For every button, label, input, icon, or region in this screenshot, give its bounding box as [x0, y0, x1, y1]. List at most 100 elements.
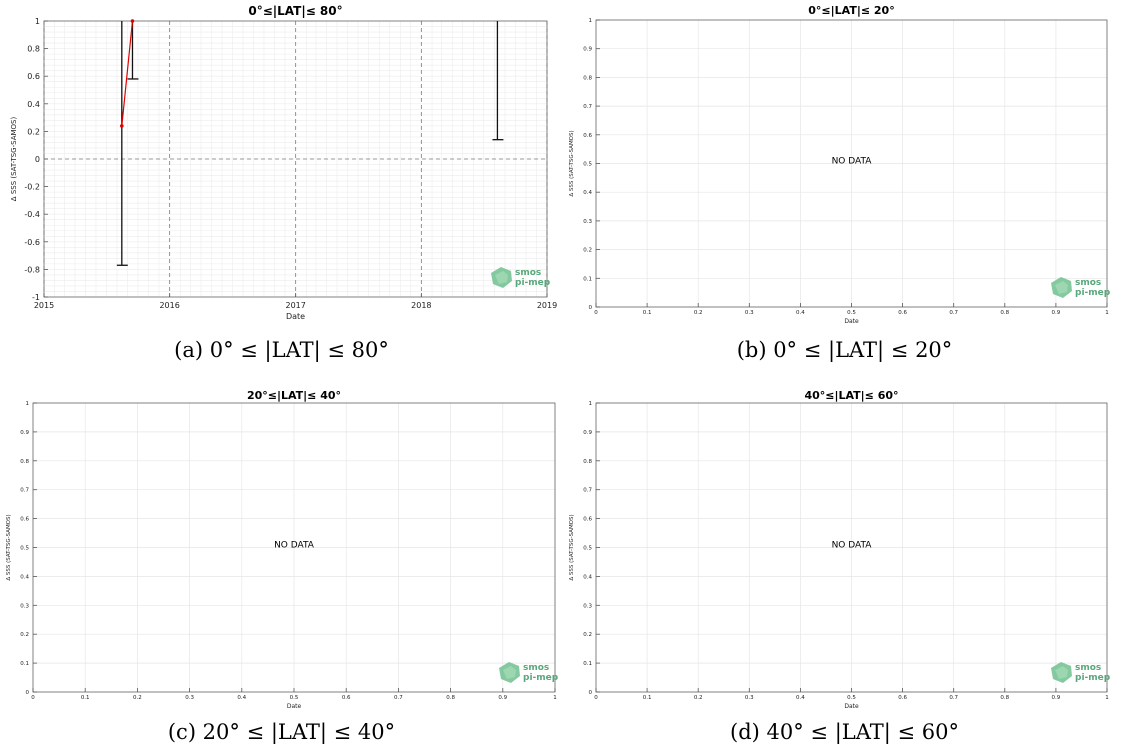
x-tick-label: 0.7 — [949, 310, 958, 316]
x-tick-label: 0.9 — [1052, 310, 1061, 316]
error-bar — [492, 21, 504, 141]
x-tick-label: 2017 — [285, 301, 305, 310]
x-tick-label: 0.3 — [745, 695, 754, 701]
x-tick-label: 0.8 — [446, 695, 455, 701]
y-tick-label: 0.5 — [583, 546, 592, 552]
x-tick-label: 1 — [553, 695, 557, 701]
y-tick-label: -0.2 — [24, 183, 40, 192]
y-tick-label: 0.2 — [27, 127, 40, 136]
y-tick-label: -1 — [32, 293, 40, 302]
caption-b: (b) 0° ≤ |LAT| ≤ 20° — [736, 338, 953, 362]
chart-title: 0°≤|LAT|≤ 80° — [248, 4, 342, 18]
y-tick-label: 0.1 — [20, 661, 29, 667]
chart-panel-c: 0 0.1 0.2 0.3 0.4 0.5 0.6 0.7 0.8 0.9 1 0 0.1 0.2 0.3 0… — [6, 389, 559, 710]
x-tick-label: 0.9 — [1052, 695, 1061, 701]
y-tick-label: 0.5 — [20, 546, 29, 552]
chart-title: 20°≤|LAT|≤ 40° — [247, 389, 341, 402]
y-tick-label: 0.2 — [583, 248, 592, 254]
logo-text: pi-mep — [515, 278, 551, 288]
y-tick-label: 0 — [589, 305, 593, 311]
x-tick-label: 1 — [1105, 695, 1109, 701]
x-axis-label: Date — [286, 312, 305, 321]
no-data-message: NO DATA — [832, 541, 873, 551]
y-tick-label: 0.3 — [583, 219, 592, 225]
y-tick-label: 0.6 — [20, 517, 29, 523]
x-tick-label: 2019 — [537, 301, 557, 310]
y-tick-label: 0.6 — [27, 72, 40, 81]
y-tick-label: -0.6 — [24, 238, 40, 247]
y-tick-label: 0 — [35, 155, 40, 164]
caption-c: (c) 20° ≤ |LAT| ≤ 40° — [167, 720, 396, 744]
x-tick-label: 0.7 — [949, 695, 958, 701]
caption-d: (d) 40° ≤ |LAT| ≤ 60° — [730, 720, 959, 744]
no-data-message: NO DATA — [274, 541, 315, 551]
data-point — [120, 124, 124, 128]
logo-text: pi-mep — [523, 673, 559, 683]
y-tick-label: 0.4 — [27, 100, 40, 109]
y-axis-label: Δ SSS (SAT-TSG-SAMOS) — [569, 514, 575, 580]
y-tick-label: 0 — [26, 690, 30, 696]
y-tick-label: -0.4 — [24, 210, 40, 219]
logo-text: smos — [1075, 663, 1101, 673]
chart-panel-d: 0 0.1 0.2 0.3 0.4 0.5 0.6 0.7 0.8 0.9 1 0 0.1 0.2 0.3 0… — [569, 389, 1111, 710]
x-axis-label: Date — [844, 703, 859, 710]
y-tick-label: 0.6 — [583, 133, 592, 139]
logo-text: smos — [1075, 278, 1101, 288]
y-tick-label: 0.4 — [583, 574, 592, 580]
x-tick-label: 0.2 — [694, 695, 703, 701]
y-tick-label: 0.8 — [27, 45, 40, 54]
y-tick-label: 0.8 — [583, 459, 592, 465]
y-tick-label: 0.1 — [583, 661, 592, 667]
x-tick-label: 0.2 — [694, 310, 703, 316]
logo-shape-inner-icon — [1055, 666, 1068, 679]
x-tick-label: 0.6 — [342, 695, 351, 701]
y-tick-label: 1 — [589, 18, 593, 24]
y-tick-label: 0.1 — [583, 276, 592, 282]
x-tick-label: 0.3 — [185, 695, 194, 701]
logo-text: smos — [515, 268, 541, 278]
y-tick-label: 0.3 — [20, 603, 29, 609]
x-tick-label: 0 — [594, 310, 598, 316]
error-bar — [127, 21, 139, 80]
y-tick-label: 0 — [589, 690, 593, 696]
x-tick-label: 0.8 — [1000, 695, 1009, 701]
no-data-message: NO DATA — [832, 157, 873, 167]
y-tick-label: 0.7 — [583, 104, 592, 110]
chart-panel-a: 2015 2016 2017 2018 2019 -1 -0.8 -0.6 -0.4 -0.2 0 0… — [10, 4, 557, 321]
x-tick-label: 2015 — [34, 301, 54, 310]
x-axis-label: Date — [844, 318, 859, 325]
error-bar — [116, 21, 128, 266]
y-tick-label: 0.2 — [583, 632, 592, 638]
chart-title: 40°≤|LAT|≤ 60° — [804, 389, 898, 402]
y-tick-label: -0.8 — [24, 265, 40, 274]
x-tick-label: 0.2 — [133, 695, 142, 701]
y-tick-label: 0.7 — [583, 488, 592, 494]
y-tick-label: 1 — [26, 401, 30, 407]
y-tick-label: 0.9 — [583, 47, 592, 53]
logo-text: pi-mep — [1075, 673, 1111, 683]
x-tick-label: 0.9 — [498, 695, 507, 701]
x-tick-label: 0.5 — [847, 695, 856, 701]
x-tick-label: 2016 — [159, 301, 179, 310]
y-tick-label: 0.4 — [20, 574, 29, 580]
series-line — [121, 20, 134, 126]
logo-shape-inner-icon — [495, 271, 508, 284]
x-tick-label: 0.1 — [81, 695, 90, 701]
x-tick-label: 0 — [31, 695, 35, 701]
y-tick-label: 0.7 — [20, 488, 29, 494]
x-tick-label: 0.6 — [898, 310, 907, 316]
x-tick-label: 0.1 — [643, 695, 652, 701]
y-tick-label: 0.9 — [20, 430, 29, 436]
y-axis-label: Δ SSS (SAT-TSG-SAMOS) — [569, 130, 575, 196]
x-tick-label: 0.1 — [643, 310, 652, 316]
x-tick-label: 0.4 — [796, 695, 805, 701]
logo-shape-inner-icon — [1055, 281, 1068, 294]
x-tick-label: 0.5 — [847, 310, 856, 316]
x-tick-label: 0.6 — [898, 695, 907, 701]
logo-shape-inner-icon — [503, 666, 516, 679]
data-point — [130, 19, 135, 23]
y-tick-label: 1 — [35, 17, 40, 26]
